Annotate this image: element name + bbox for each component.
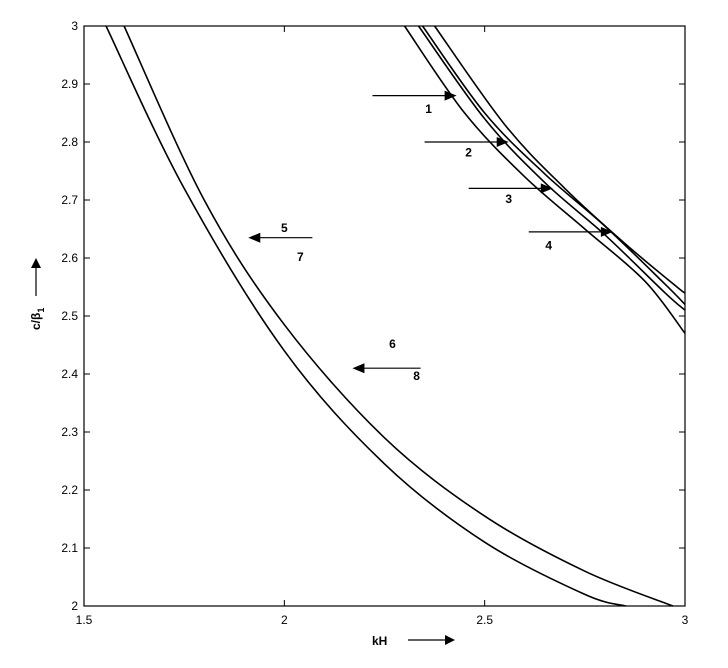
curve-number-label: 7 (297, 250, 304, 264)
series-line (433, 25, 686, 294)
arrow-head (600, 226, 613, 237)
y-tick-label: 2.5 (61, 309, 78, 323)
y-axis: 2 2.1 2.2 2.3 2.4 2.5 2.6 2.7 2.8 2.9 3 (61, 19, 685, 613)
arrow-head (444, 90, 457, 101)
x-tick-label: 1.5 (76, 613, 93, 627)
plot-frame (83, 25, 686, 607)
curve-number-label: 3 (505, 192, 512, 206)
svg-text:c/β1: c/β1 (29, 308, 46, 330)
y-tick-label: 2.6 (61, 251, 78, 265)
curve-number-label: 2 (465, 146, 472, 160)
curve-number-label: 6 (389, 337, 396, 351)
x-axis-title: kH (372, 634, 387, 648)
y-tick-label: 3 (71, 19, 78, 33)
series-line (417, 25, 686, 311)
y-axis-title: c/β (29, 313, 43, 330)
y-tick-label: 2.3 (61, 425, 78, 439)
y-tick-label: 2.7 (61, 193, 78, 207)
y-tick-label: 2.2 (61, 483, 78, 497)
arrow-head (540, 183, 553, 194)
annotation-group: 1 2 3 4 5 7 6 8 (281, 102, 552, 383)
x-tick-label: 2 (281, 613, 288, 627)
x-tick-label: 2.5 (476, 613, 493, 627)
x-axis: 1.5 2 2.5 3 (76, 26, 689, 627)
y-axis-title-subscript: 1 (36, 308, 46, 313)
arrow-head (248, 232, 261, 243)
y-tick-label: 2 (71, 599, 78, 613)
curve-number-label: 1 (425, 102, 432, 116)
arrow-head (352, 363, 365, 374)
y-axis-title-group: c/β1 (29, 308, 46, 330)
y-tick-label: 2.4 (61, 367, 78, 381)
arrow-head (496, 137, 509, 147)
arrow-group (248, 90, 613, 374)
series-line (403, 25, 686, 334)
series-group (105, 25, 686, 607)
y-tick-label: 2.1 (61, 541, 78, 555)
y-axis-title-arrow-head (31, 258, 41, 268)
x-axis-title-arrow-head (445, 635, 455, 645)
series-line (421, 25, 686, 305)
curve-number-label: 5 (281, 221, 288, 235)
curve-number-label: 8 (413, 369, 420, 383)
series-line (123, 25, 674, 607)
series-line (105, 25, 626, 607)
y-tick-label: 2.9 (61, 77, 78, 91)
y-tick-label: 2.8 (61, 135, 78, 149)
curve-number-label: 4 (545, 238, 552, 252)
x-tick-label: 3 (682, 613, 689, 627)
